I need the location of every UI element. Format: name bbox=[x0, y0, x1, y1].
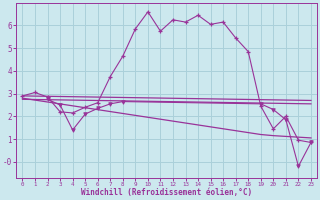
X-axis label: Windchill (Refroidissement éolien,°C): Windchill (Refroidissement éolien,°C) bbox=[81, 188, 252, 197]
